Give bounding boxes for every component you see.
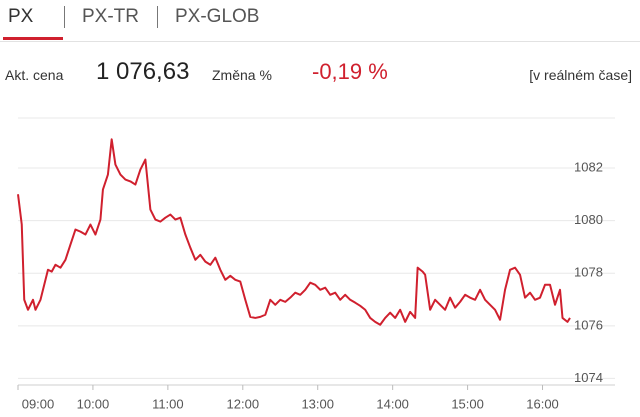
price-label: Akt. cena [5, 67, 64, 83]
y-tick-label: 1074 [574, 370, 603, 385]
change-label: Změna % [212, 67, 272, 83]
y-tick-label: 1076 [574, 317, 603, 332]
x-tick-label: 14:00 [376, 396, 409, 411]
x-tick-label: 12:00 [227, 396, 260, 411]
x-tick-label: 11:00 [152, 396, 184, 411]
tab[interactable]: PX [8, 6, 34, 27]
tab-separator [157, 6, 158, 28]
tab-bar: PX PX-TR PX-GLOB [0, 0, 640, 42]
x-tick-label: 13:00 [301, 396, 334, 411]
x-tick-label: 16:00 [526, 396, 559, 411]
x-tick-label: 15:00 [451, 396, 484, 411]
x-tick-label: 10:00 [77, 396, 110, 411]
y-tick-label: 1082 [574, 159, 603, 174]
tab[interactable]: PX-TR [82, 6, 139, 27]
tab[interactable]: PX-GLOB [175, 6, 260, 27]
change: -0,19 % [312, 59, 388, 84]
active-tab-indicator [3, 37, 63, 40]
price: 1 076,63 [96, 58, 190, 85]
tab-separator [64, 6, 65, 28]
realtime-note: [v reálném čase] [529, 67, 632, 83]
y-tick-label: 1078 [574, 265, 603, 280]
y-tick-label: 1080 [574, 212, 603, 227]
price-line [17, 138, 571, 326]
quote-row: Akt. cena 1 076,63 Změna % -0,19 % [v re… [0, 58, 640, 92]
x-tick-label: 09:00 [22, 396, 55, 411]
